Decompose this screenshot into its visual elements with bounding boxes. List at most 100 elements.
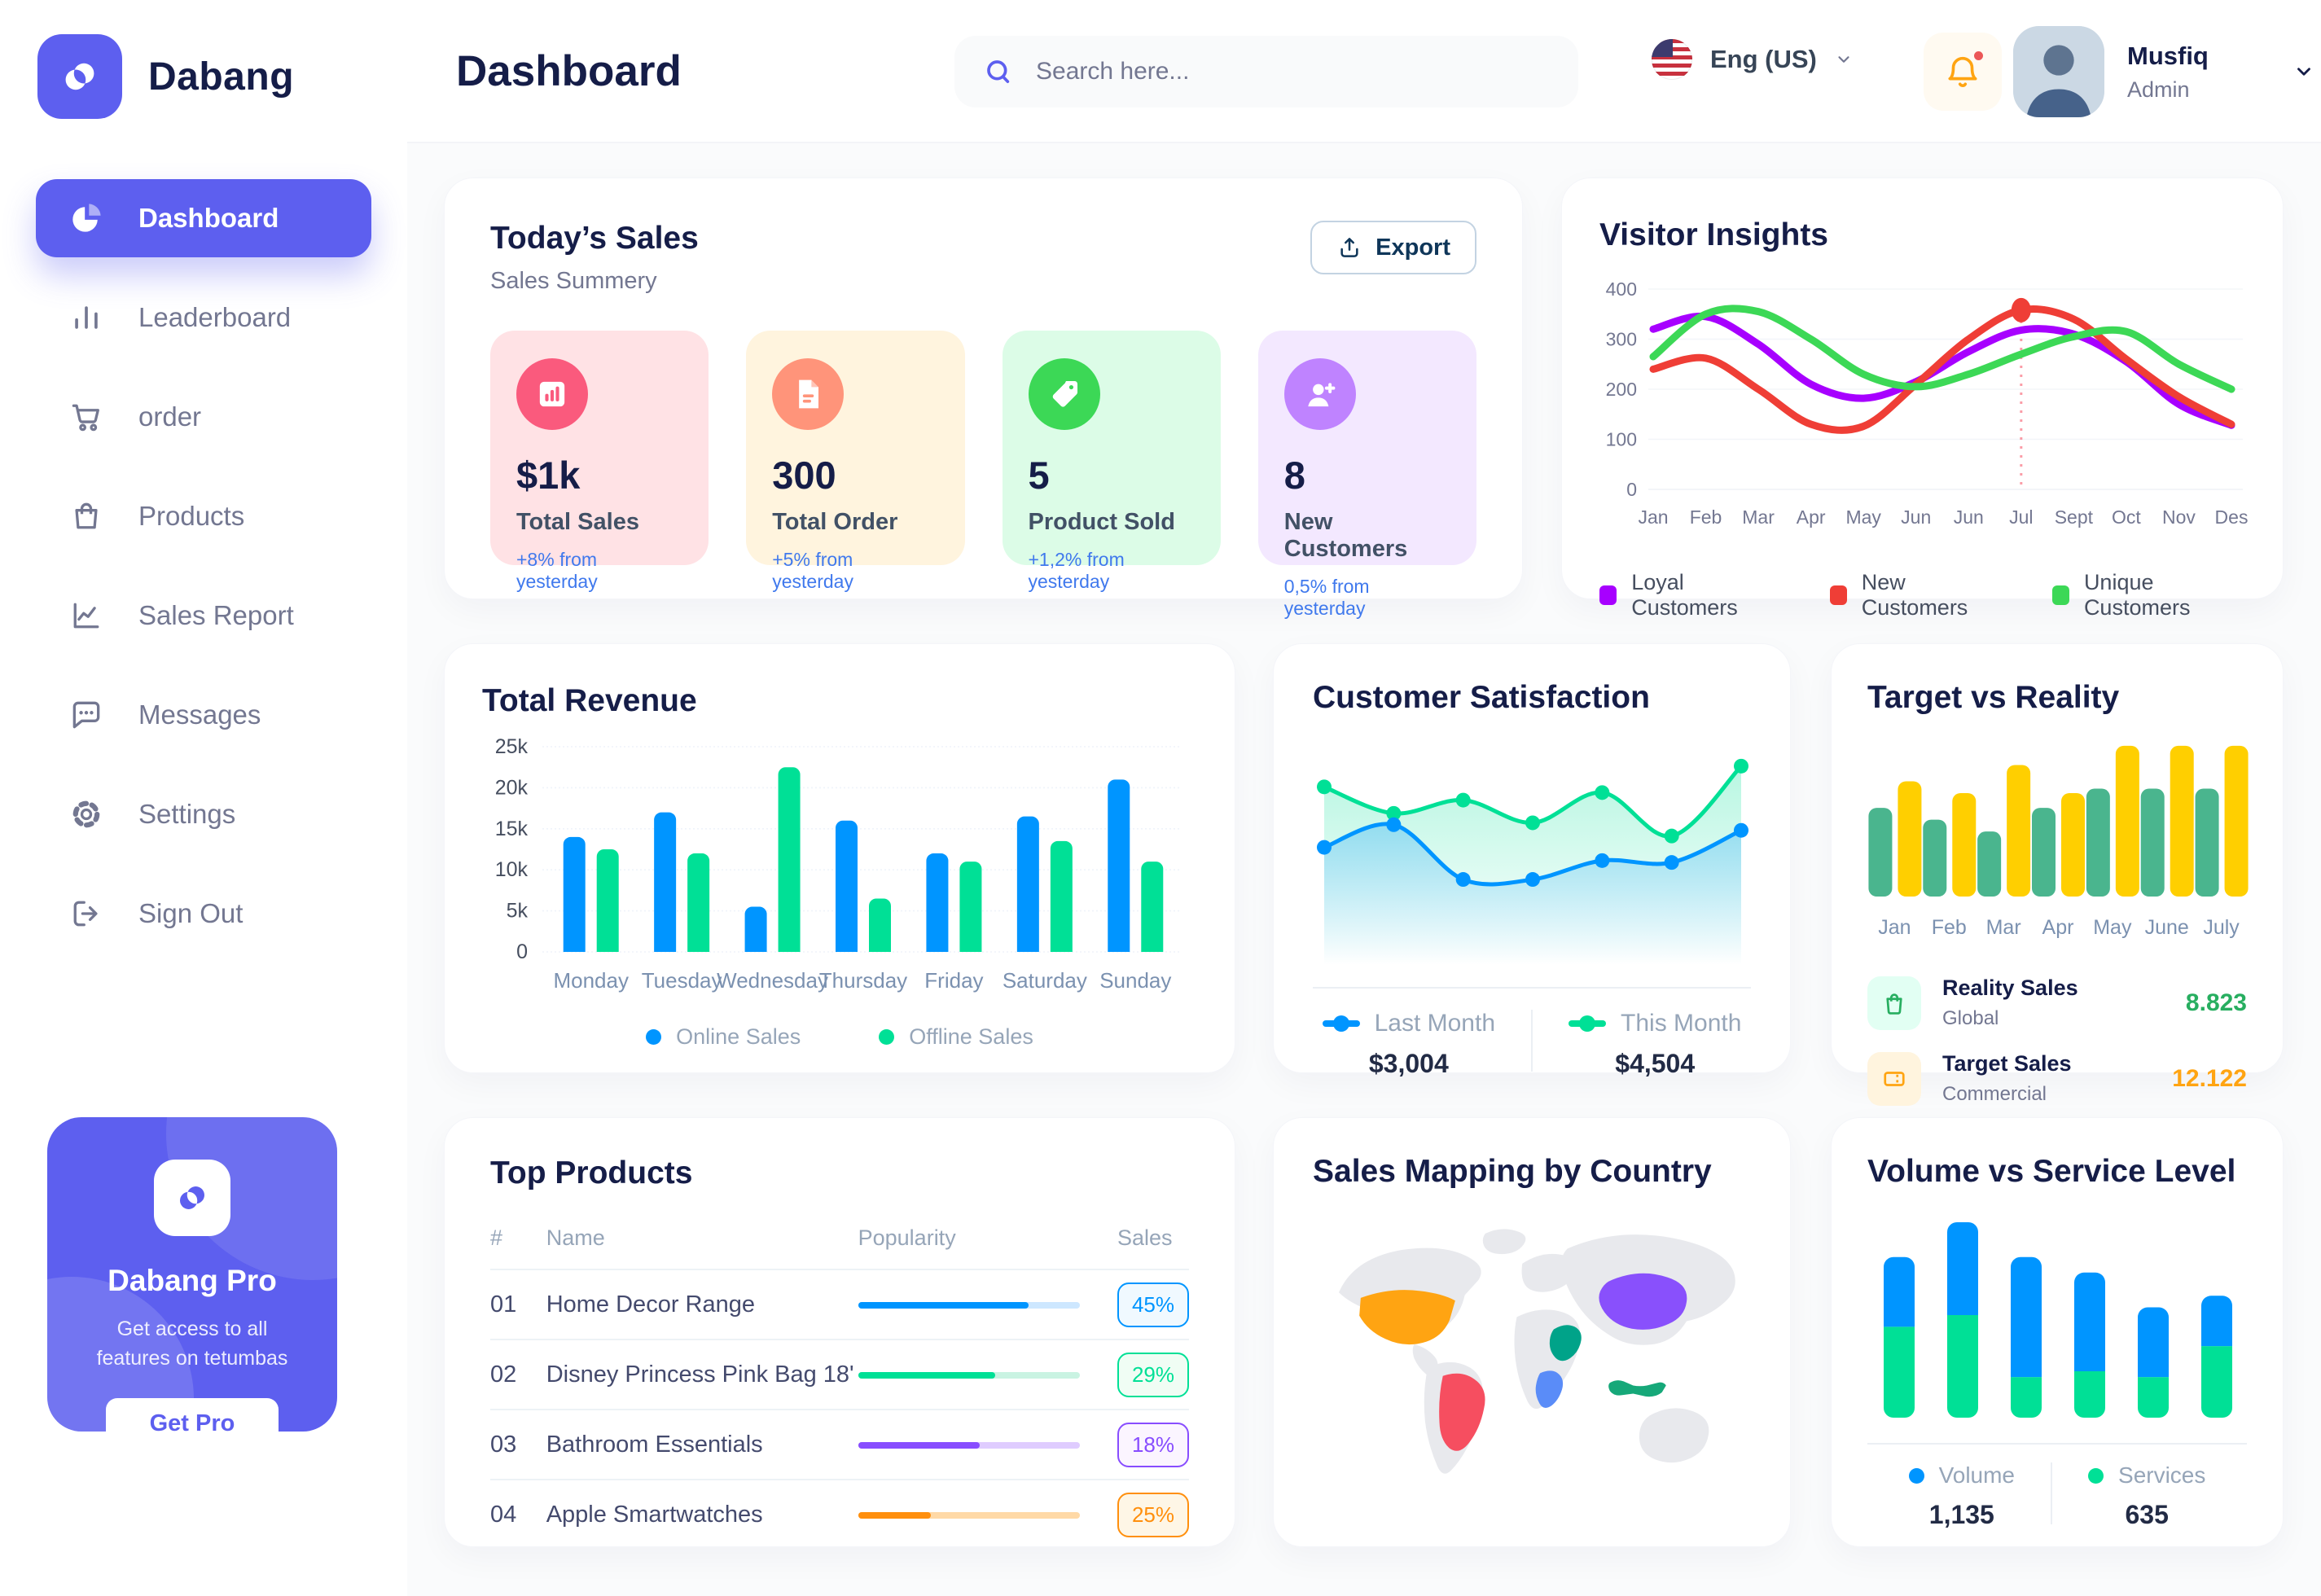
svg-text:Apr: Apr — [2042, 916, 2074, 939]
map-continents — [1338, 1229, 1735, 1474]
bar-stats-icon — [516, 358, 588, 430]
sales-badge: 25% — [1117, 1493, 1189, 1537]
sidebar-item-dashboard[interactable]: Dashboard — [36, 179, 371, 257]
legend-sublabel: Global — [1942, 1007, 1999, 1029]
volume-service-chart — [1884, 1222, 2232, 1418]
divider — [1531, 1010, 1533, 1072]
sidebar-item-label: Messages — [138, 699, 261, 730]
divider — [1867, 1443, 2247, 1445]
product-rank: 02 — [490, 1340, 546, 1410]
top-products-panel: Top Products # Name Popularity Sales 01 … — [444, 1117, 1235, 1547]
get-pro-button[interactable]: Get Pro — [106, 1397, 279, 1432]
cart-icon — [68, 399, 104, 435]
sidebar-item-label: order — [138, 401, 202, 432]
search-input[interactable] — [1036, 58, 1551, 86]
sidebar-item-sales-report[interactable]: Sales Report — [36, 577, 371, 655]
notifications-button[interactable] — [1924, 33, 2002, 111]
product-name: Bathroom Essentials — [546, 1410, 858, 1480]
customer-satisfaction-chart — [1317, 758, 1748, 965]
popularity-bar — [858, 1371, 1080, 1379]
svg-text:0: 0 — [1626, 479, 1637, 500]
volume-service-panel: Volume vs Service Level Volume 1,135 Ser… — [1831, 1117, 2284, 1547]
world-map — [1313, 1203, 1751, 1512]
map-country-china — [1599, 1273, 1687, 1330]
sidebar-item-leaderboard[interactable]: Leaderboard — [36, 278, 371, 357]
map-country-dr-congo — [1535, 1370, 1564, 1408]
stat-delta: 0,5% from yesterday — [1283, 576, 1370, 619]
svg-text:5k: 5k — [507, 900, 529, 923]
table-row: 04 Apple Smartwatches 25% — [490, 1480, 1189, 1550]
stat-value: $1k — [516, 454, 581, 497]
svg-text:25k: 25k — [495, 737, 529, 758]
stat-card-new-customers: 8 New Customers 0,5% from yesterday — [1257, 331, 1476, 619]
target-vs-reality-chart: Jan Feb Mar Apr May June July — [1868, 745, 2249, 939]
sidebar-item-products[interactable]: Products — [36, 477, 371, 555]
pro-card-title: Dabang Pro — [107, 1264, 277, 1297]
legend-item: New Customers — [1829, 570, 2000, 620]
panel-title: Sales Mapping by Country — [1313, 1154, 1712, 1189]
product-rank: 04 — [490, 1502, 517, 1528]
user-menu[interactable]: Musfiq Admin — [2013, 26, 2314, 117]
panel-title: Visitor Insights — [1599, 217, 1828, 252]
panel-title: Total Revenue — [482, 683, 697, 718]
legend-name: Target Sales — [1942, 1051, 2072, 1076]
panel-title: Today’s Sales — [490, 221, 699, 256]
chat-icon — [68, 697, 104, 733]
user-name: Musfiq — [2127, 41, 2209, 70]
product-name: Apple Smartwatches — [546, 1502, 763, 1528]
legend-value: 12.122 — [2172, 1064, 2247, 1092]
svg-text:10k: 10k — [495, 858, 529, 881]
legend-value: $3,004 — [1368, 1049, 1449, 1078]
export-button[interactable]: Export — [1310, 221, 1476, 274]
user-plus-icon — [1283, 358, 1356, 430]
svg-text:Mar: Mar — [1742, 506, 1775, 528]
legend-item: Volume 1,135 — [1908, 1462, 2015, 1530]
svg-text:0: 0 — [516, 940, 528, 963]
svg-text:Apr: Apr — [1797, 506, 1826, 528]
sidebar-item-order[interactable]: order — [36, 378, 371, 456]
svg-text:200: 200 — [1606, 379, 1637, 400]
chart-legend: Volume 1,135 Services 635 — [1867, 1462, 2247, 1530]
sidebar-item-label: Dashboard — [138, 203, 279, 233]
legend-swatch — [1908, 1467, 1924, 1484]
svg-text:Jan: Jan — [1638, 506, 1668, 528]
svg-text:Mar: Mar — [1986, 916, 2021, 939]
stat-cards: $1k Total Sales +8% from yesterday 300 T… — [490, 331, 1476, 619]
topbar: Dashboard Eng (US) Musfiq Admin — [407, 0, 2321, 143]
product-name: Home Decor Range — [546, 1269, 858, 1340]
svg-text:Sunday: Sunday — [1099, 968, 1171, 993]
legend-swatch — [1599, 585, 1617, 605]
svg-text:Jan: Jan — [1878, 916, 1911, 939]
chart-legend: Reality Sales Global 8.823 Target Sales … — [1867, 976, 2247, 1106]
chart-legend: Last Month $3,004 This Month $4,504 — [1313, 1010, 1751, 1079]
stat-card-total-sales: $1k Total Sales +8% from yesterday — [490, 331, 709, 592]
sidebar-item-messages[interactable]: Messages — [36, 676, 371, 754]
stat-delta: +8% from yesterday — [516, 549, 598, 592]
legend-item: Target Sales Commercial 12.122 — [1867, 1051, 2247, 1106]
language-selector[interactable]: Eng (US) — [1652, 39, 1853, 80]
sales-map-panel: Sales Mapping by Country — [1273, 1117, 1791, 1547]
sidebar-menu: Dashboard Leaderboard order Products Sal… — [0, 179, 407, 953]
legend-value: 1,135 — [1928, 1500, 1994, 1529]
popularity-bar — [858, 1441, 1080, 1449]
legend-item: Online Sales — [646, 1024, 801, 1050]
column-header: Sales — [1117, 1208, 1189, 1270]
svg-text:Thursday: Thursday — [819, 968, 907, 993]
total-revenue-chart: 0 5k 10k 15k 20k 25k Monday TuesdayWednesdayThu… — [495, 735, 1181, 993]
svg-text:June: June — [2145, 916, 2189, 939]
sign-out-icon — [68, 896, 104, 932]
svg-text:Wednesday: Wednesday — [717, 968, 828, 993]
sidebar-item-sign-out[interactable]: Sign Out — [36, 875, 371, 953]
stat-value: 300 — [772, 454, 836, 497]
bar-chart-icon — [68, 300, 104, 335]
legend-item: Offline Sales — [879, 1024, 1033, 1050]
legend-swatch — [2088, 1467, 2104, 1484]
map-country-brazil — [1439, 1373, 1485, 1451]
svg-text:Jun: Jun — [1954, 506, 1984, 528]
sidebar-item-settings[interactable]: Settings — [36, 775, 371, 853]
stat-label: New Customers — [1283, 509, 1408, 562]
sales-badge: 18% — [1117, 1422, 1189, 1467]
legend-swatch — [646, 1029, 662, 1045]
product-rank: 03 — [490, 1410, 546, 1480]
